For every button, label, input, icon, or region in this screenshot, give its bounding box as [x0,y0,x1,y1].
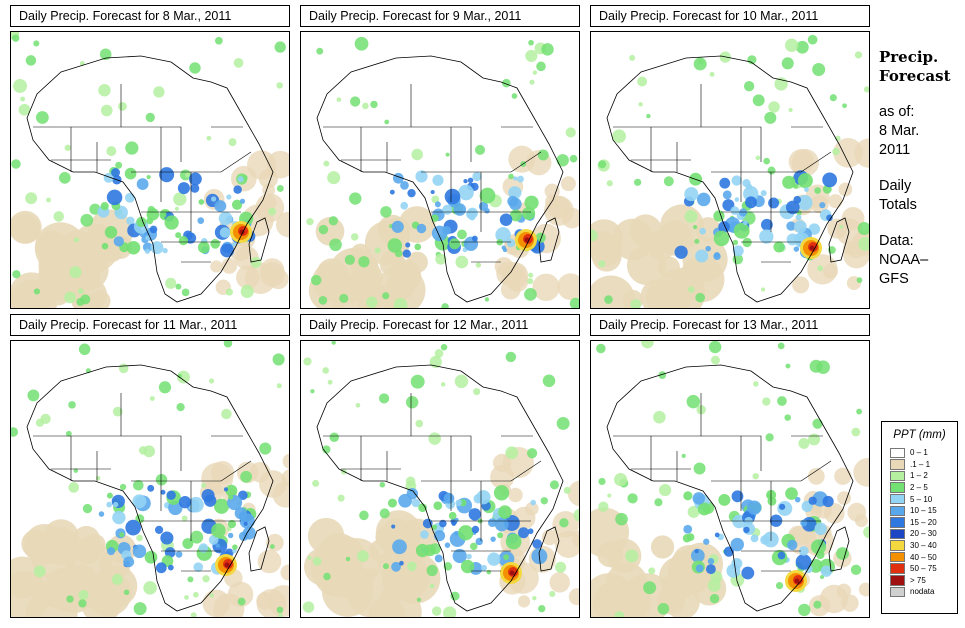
africa-map [591,34,869,308]
legend-item: 5 – 10 [890,493,957,505]
legend-swatch [890,447,905,459]
caption-data-line2: NOAA– [879,252,929,268]
legend-item: nodata [890,586,957,598]
legend-swatch [890,528,905,540]
legend-swatch [890,517,905,528]
legend-item: > 75 [890,575,957,587]
panel-title: Daily Precip. Forecast for 12 Mar., 2011 [300,314,580,336]
caption-title-line2: Forecast [879,67,951,85]
legend-item: 30 – 40 [890,540,957,552]
caption-asof-line1: as of: [879,104,915,120]
forecast-panel-mar-10: Daily Precip. Forecast for 10 Mar., 2011 [580,0,870,309]
precip-map [590,340,870,618]
africa-map [302,341,579,617]
africa-map [11,32,289,308]
legend-label: 10 – 15 [910,506,937,516]
panel-title: Daily Precip. Forecast for 11 Mar., 2011 [10,314,290,336]
forecast-panel-mar-11: Daily Precip. Forecast for 11 Mar., 2011 [0,309,290,618]
panel-title: Daily Precip. Forecast for 8 Mar., 2011 [10,5,290,27]
precip-map [10,31,290,309]
legend-item: 0 – 1 [890,447,957,459]
legend-swatch [890,575,905,586]
caption-totals-line1: Daily [879,178,912,194]
legend-label: 2 – 5 [910,483,928,493]
africa-map [11,341,289,617]
africa-map [591,341,869,617]
legend-label: 20 – 30 [910,529,937,539]
legend-swatch [890,459,905,470]
precip-map [300,340,580,618]
precip-map [300,31,580,309]
africa-map [306,36,579,308]
forecast-panel-mar-9: Daily Precip. Forecast for 9 Mar., 2011 [290,0,580,309]
forecast-caption: Precip. Forecast as of: 8 Mar. 2011 Dail… [879,48,963,289]
legend-swatch [890,551,905,563]
caption-totals-line2: Totals [879,197,917,213]
legend-label: .1 – 1 [910,459,931,469]
caption-asof-line2: 8 Mar. [879,123,920,139]
legend-label: 40 – 50 [910,552,937,562]
forecast-panel-mar-8: Daily Precip. Forecast for 8 Mar., 2011 [0,0,290,309]
legend-item: 1 – 2 [890,470,957,482]
legend-item: 50 – 75 [890,563,957,575]
legend-swatch [890,586,905,598]
caption-data-line1: Data: [879,233,914,249]
legend-label: > 75 [910,575,926,585]
legend-swatch [890,505,905,517]
legend-title: PPT (mm) [893,429,946,441]
caption-title-line1: Precip. [879,48,939,66]
legend-label: 1 – 2 [910,471,928,481]
legend-item: 20 – 30 [890,528,957,540]
legend-label: 15 – 20 [910,517,937,527]
legend-label: 5 – 10 [910,494,933,504]
precip-map [590,31,870,309]
caption-data-line3: GFS [879,271,909,287]
legend-swatch [890,493,905,505]
legend-item: 10 – 15 [890,505,957,517]
forecast-panel-mar-12: Daily Precip. Forecast for 12 Mar., 2011 [290,309,580,618]
legend-label: nodata [910,587,935,597]
panel-title: Daily Precip. Forecast for 13 Mar., 2011 [590,314,870,336]
legend-label: 0 – 1 [910,448,928,458]
legend-swatch [890,563,905,574]
forecast-panel-mar-13: Daily Precip. Forecast for 13 Mar., 2011 [580,309,870,618]
panel-title: Daily Precip. Forecast for 9 Mar., 2011 [300,5,580,27]
legend-swatch [890,482,905,493]
legend-swatch [890,470,905,482]
legend-item: 40 – 50 [890,551,957,563]
legend-label: 50 – 75 [910,564,937,574]
panel-title: Daily Precip. Forecast for 10 Mar., 2011 [590,5,870,27]
caption-asof-line3: 2011 [879,142,911,158]
precip-map [10,340,290,618]
legend-item: 15 – 20 [890,517,957,529]
legend-swatch [890,540,905,551]
legend-item: .1 – 1 [890,459,957,471]
legend-label: 30 – 40 [910,541,937,551]
legend-item: 2 – 5 [890,482,957,494]
